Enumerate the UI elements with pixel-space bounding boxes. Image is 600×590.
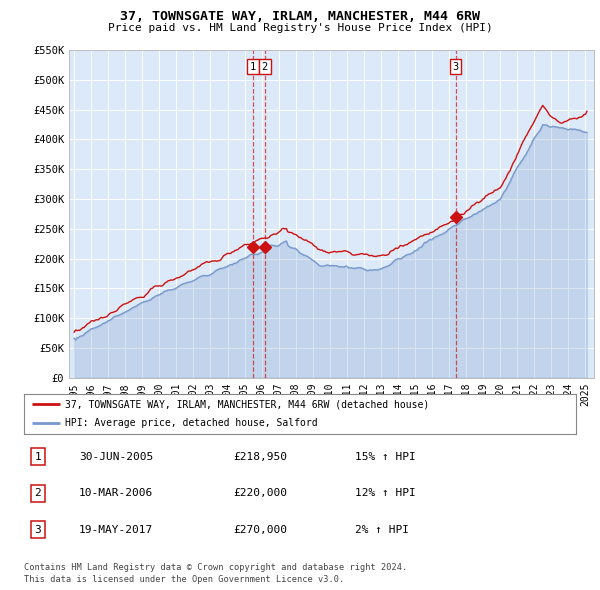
Text: £220,000: £220,000 xyxy=(234,489,288,498)
Text: 2: 2 xyxy=(262,62,268,72)
Text: 37, TOWNSGATE WAY, IRLAM, MANCHESTER, M44 6RW (detached house): 37, TOWNSGATE WAY, IRLAM, MANCHESTER, M4… xyxy=(65,399,430,409)
Text: 37, TOWNSGATE WAY, IRLAM, MANCHESTER, M44 6RW: 37, TOWNSGATE WAY, IRLAM, MANCHESTER, M4… xyxy=(120,10,480,23)
Text: 1: 1 xyxy=(34,452,41,461)
Text: 3: 3 xyxy=(452,62,459,72)
Text: This data is licensed under the Open Government Licence v3.0.: This data is licensed under the Open Gov… xyxy=(24,575,344,584)
Text: 12% ↑ HPI: 12% ↑ HPI xyxy=(355,489,416,498)
Text: £218,950: £218,950 xyxy=(234,452,288,461)
Text: 3: 3 xyxy=(34,525,41,535)
Text: 30-JUN-2005: 30-JUN-2005 xyxy=(79,452,154,461)
Text: 2% ↑ HPI: 2% ↑ HPI xyxy=(355,525,409,535)
Text: HPI: Average price, detached house, Salford: HPI: Average price, detached house, Salf… xyxy=(65,418,318,428)
Text: 15% ↑ HPI: 15% ↑ HPI xyxy=(355,452,416,461)
Text: 1: 1 xyxy=(250,62,256,72)
Text: 10-MAR-2006: 10-MAR-2006 xyxy=(79,489,154,498)
Text: Price paid vs. HM Land Registry's House Price Index (HPI): Price paid vs. HM Land Registry's House … xyxy=(107,23,493,32)
Text: 19-MAY-2017: 19-MAY-2017 xyxy=(79,525,154,535)
Text: Contains HM Land Registry data © Crown copyright and database right 2024.: Contains HM Land Registry data © Crown c… xyxy=(24,563,407,572)
Text: £270,000: £270,000 xyxy=(234,525,288,535)
Text: 2: 2 xyxy=(34,489,41,498)
